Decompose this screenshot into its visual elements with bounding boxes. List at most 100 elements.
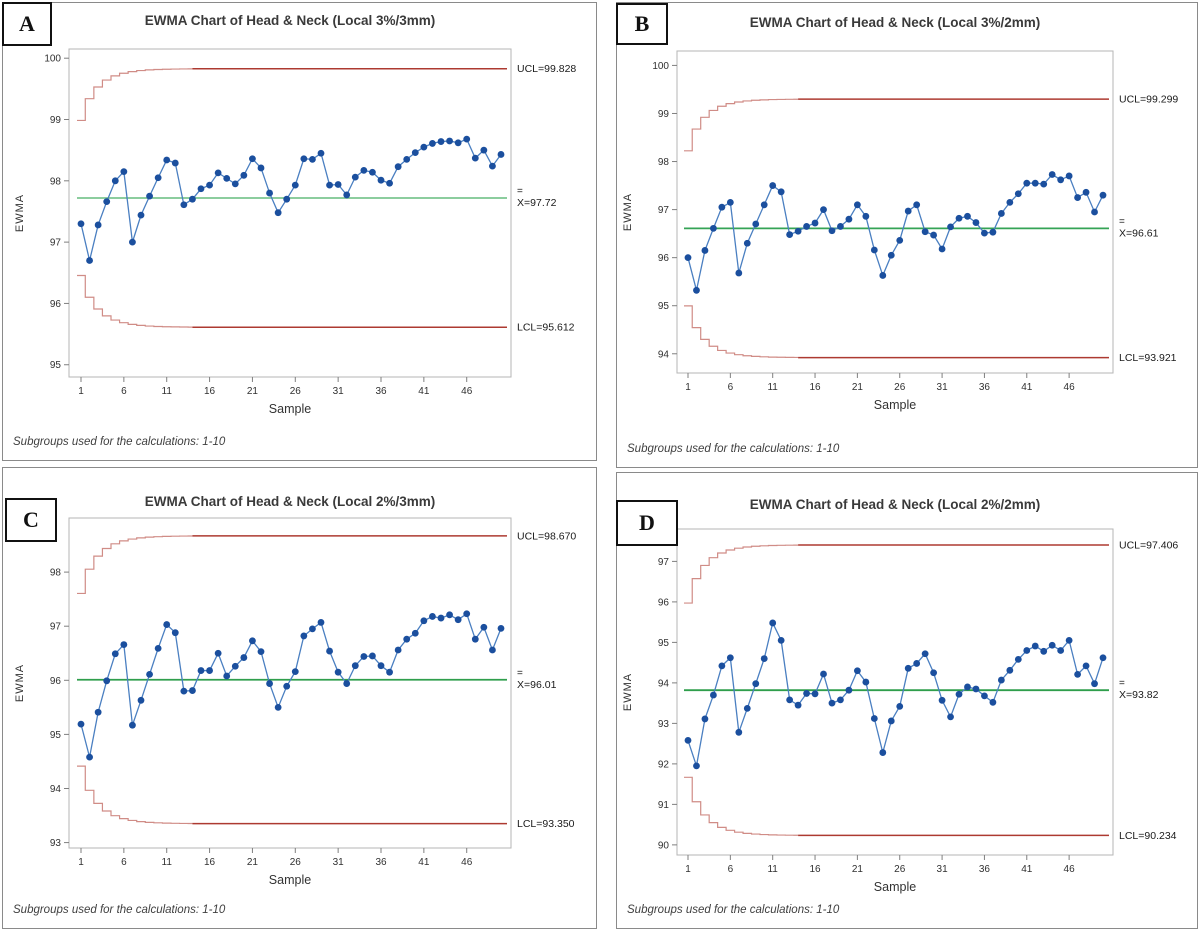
ewma-point	[896, 236, 904, 244]
ewma-point	[794, 227, 802, 235]
ewma-point	[471, 154, 479, 162]
x-tick-label: 26	[894, 864, 906, 875]
ewma-point	[343, 680, 351, 687]
plot-frame	[676, 50, 1114, 374]
ewma-point	[463, 135, 471, 143]
ewma-point	[786, 231, 794, 238]
ewma-point	[938, 245, 946, 253]
center-label-overbar: =	[1119, 216, 1125, 227]
ewma-point	[1065, 636, 1073, 644]
ucl-label: UCL=99.299	[1119, 94, 1178, 106]
ewma-point	[811, 219, 819, 227]
ewma-point	[489, 646, 496, 654]
ewma-point	[1082, 188, 1090, 196]
ewma-point	[735, 728, 743, 736]
x-tick-label: 11	[162, 857, 173, 868]
ewma-point	[103, 198, 111, 206]
x-tick-label: 11	[767, 382, 778, 393]
ewma-point	[1091, 680, 1098, 688]
ewma-point	[1031, 642, 1039, 650]
ewma-point	[1099, 191, 1107, 199]
ewma-point	[180, 201, 188, 209]
ewma-point	[904, 207, 912, 215]
ewma-point	[369, 168, 376, 176]
ucl-step-line	[684, 544, 799, 604]
y-tick-label: 96	[50, 676, 62, 687]
y-axis-title: EWMA	[622, 193, 634, 231]
ewma-point	[437, 614, 445, 622]
ewma-point	[120, 168, 128, 176]
x-tick-label: 6	[728, 864, 734, 875]
ewma-point	[879, 749, 887, 756]
y-tick-label: 95	[50, 360, 62, 371]
center-label: X=97.72	[517, 197, 557, 209]
ewma-point	[1048, 641, 1056, 649]
plot-frame	[68, 517, 512, 849]
ewma-point	[972, 219, 980, 226]
x-tick-label: 11	[162, 386, 173, 397]
ewma-point	[111, 177, 119, 185]
ewma-point	[489, 162, 496, 170]
ewma-point	[684, 254, 692, 262]
x-tick-label: 46	[1064, 382, 1076, 393]
ewma-point	[786, 696, 794, 704]
ewma-point	[231, 180, 239, 188]
ewma-point	[701, 715, 709, 723]
x-tick-label: 21	[247, 386, 259, 397]
ewma-point	[828, 227, 836, 235]
ewma-point	[752, 220, 760, 228]
chart-title: EWMA Chart of Head & Neck (Local 3%/2mm)	[749, 15, 1041, 30]
ewma-point	[309, 625, 316, 633]
panel-a: A EWMA Chart of Head & Neck (Local 3%/3m…	[2, 2, 597, 461]
ewma-point	[334, 181, 342, 188]
x-tick-label: 26	[290, 386, 302, 397]
ewma-point	[317, 149, 325, 157]
x-tick-label: 1	[685, 864, 691, 875]
x-tick-label: 36	[375, 857, 387, 868]
ewma-point	[1006, 666, 1014, 674]
x-tick-label: 11	[767, 864, 778, 875]
x-tick-label: 36	[375, 386, 387, 397]
ewma-point	[137, 211, 145, 219]
ewma-point	[820, 206, 827, 213]
ewma-point	[726, 654, 734, 662]
x-tick-label: 31	[333, 857, 345, 868]
ewma-point	[887, 717, 895, 725]
ewma-point	[386, 668, 393, 676]
ewma-point	[1023, 647, 1031, 654]
ewma-point	[1006, 198, 1014, 206]
lcl-label: LCL=95.612	[517, 322, 575, 334]
lcl-label: LCL=90.234	[1119, 830, 1177, 842]
ewma-point	[693, 286, 700, 294]
ewma-point	[743, 239, 751, 247]
subgroups-footnote: Subgroups used for the calculations: 1-1…	[13, 436, 226, 448]
x-tick-label: 36	[979, 864, 991, 875]
ewma-point	[853, 201, 861, 209]
x-tick-label: 31	[937, 382, 949, 393]
ewma-point	[137, 696, 145, 704]
plot-frame	[676, 528, 1114, 856]
ewma-point	[862, 678, 870, 686]
ewma-point	[377, 176, 385, 184]
panel-c-label-box: C	[5, 498, 57, 542]
y-tick-label: 97	[658, 557, 670, 568]
ewma-point	[777, 636, 785, 644]
ewma-point	[777, 188, 785, 196]
ewma-point	[955, 690, 963, 698]
panel-b: B EWMA Chart of Head & Neck (Local 3%/2m…	[616, 2, 1198, 468]
ewma-point	[870, 246, 878, 254]
ewma-point	[930, 669, 938, 677]
ewma-point	[862, 212, 870, 220]
ewma-point	[334, 668, 342, 676]
ewma-point	[411, 629, 419, 637]
ewma-point	[972, 685, 980, 693]
y-tick-label: 96	[658, 253, 670, 264]
ewma-point	[684, 736, 692, 744]
ewma-point	[752, 680, 760, 688]
ewma-point	[86, 753, 93, 761]
ewma-point	[896, 702, 904, 710]
ewma-point	[989, 228, 997, 236]
x-tick-label: 16	[809, 864, 821, 875]
ucl-step-line	[684, 98, 799, 152]
y-tick-label: 100	[652, 61, 669, 72]
